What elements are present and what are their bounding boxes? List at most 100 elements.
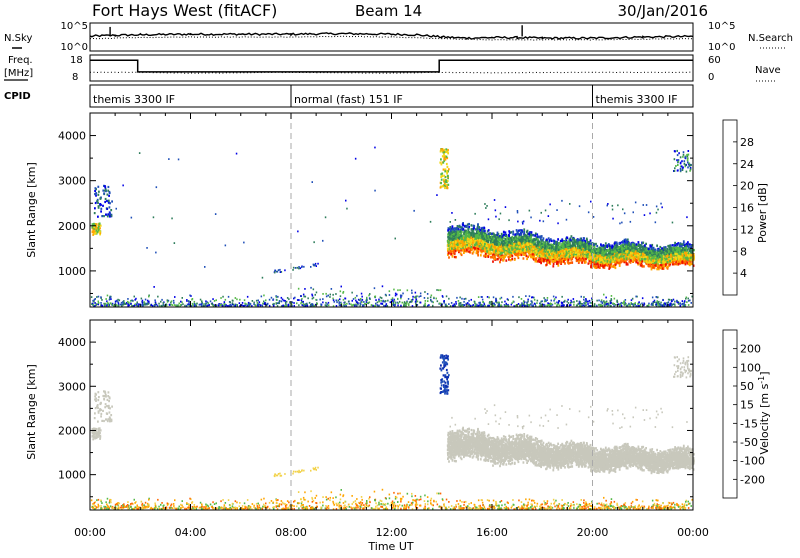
power-cell-1291 [201, 301, 203, 303]
power-cell-1160 [93, 304, 95, 306]
power-cell-615 [175, 305, 177, 307]
date-label: 30/Jan/2016 [618, 2, 709, 20]
power-cell-375 [298, 304, 300, 306]
power-cell-649 [666, 302, 668, 304]
power-cell-1453 [131, 217, 133, 219]
power-cell-895 [293, 302, 295, 304]
power-cell-940 [442, 295, 444, 297]
power-cell-862 [508, 305, 510, 307]
power-cell-114 [98, 296, 100, 298]
power-cell-996 [244, 303, 246, 305]
power-cell-4850 [630, 243, 632, 245]
power-cell-4066 [501, 233, 503, 235]
power-cell-997 [534, 303, 536, 305]
power-cell-1391 [109, 206, 111, 208]
power-cell-1572 [444, 187, 446, 189]
power-cell-1454 [225, 245, 227, 247]
power-cell-708 [298, 288, 300, 290]
power-cell-685 [513, 301, 515, 303]
power-cell-1057 [255, 305, 256, 307]
power-cell-1041 [380, 297, 382, 299]
power-cell-1063 [628, 303, 630, 305]
power-cell-1239 [292, 301, 294, 303]
power-cell-218 [414, 296, 416, 298]
power-cell-347 [536, 302, 538, 304]
power-cell-345 [312, 298, 314, 300]
power-cell-974 [288, 304, 290, 306]
power-cell-930 [201, 303, 203, 305]
power-cell-1197 [289, 302, 291, 304]
power-cell-1214 [463, 304, 465, 306]
power-cell-638 [567, 299, 569, 301]
power-cell-1459 [312, 181, 314, 183]
power-cell-803 [656, 296, 658, 298]
power-cell-1436 [153, 286, 155, 288]
power-cell-1138 [118, 305, 120, 307]
power-cell-667 [561, 296, 563, 298]
power-cell-1036 [399, 289, 401, 291]
power-cell-480 [603, 300, 605, 302]
power-cell-1009 [600, 304, 602, 306]
power-cell-1177 [484, 304, 486, 306]
power-cell-1010 [110, 298, 112, 300]
power-cell-1037 [182, 303, 184, 305]
power-cell-1089 [603, 294, 605, 296]
power-cell-1472 [298, 268, 300, 270]
power-cell-269 [353, 298, 355, 300]
station-title: Fort Hays West (fitACF) [92, 1, 277, 20]
power-cell-511 [418, 296, 420, 298]
power-cell-1273 [480, 304, 482, 306]
power-cell-235 [117, 299, 119, 301]
power-cell-547 [322, 302, 324, 304]
power-cell-1426 [94, 212, 96, 214]
power-cell-1551 [446, 186, 448, 188]
power-cell-469 [307, 297, 309, 299]
power-cell-1236 [511, 304, 512, 306]
power-cell-440 [127, 298, 129, 300]
power-cell-4148 [473, 225, 475, 227]
power-cell-299 [643, 303, 645, 305]
power-cell-459 [244, 299, 246, 301]
power-cell-624 [463, 301, 465, 303]
power-cell-1152 [138, 303, 140, 305]
power-cell-1094 [458, 300, 460, 302]
power-cell-1270 [526, 302, 528, 304]
power-cell-1374 [106, 200, 108, 202]
power-cell-1155 [521, 302, 523, 304]
power-cell-1186 [382, 285, 384, 287]
power-cell-3669 [606, 245, 608, 247]
power-cell-1102 [558, 300, 560, 302]
power-cell-1360 [100, 210, 102, 212]
power-cell-790 [527, 299, 529, 301]
power-cell-645 [622, 302, 624, 304]
power-cell-1362 [108, 186, 110, 188]
power-cell-1348 [99, 230, 101, 232]
power-cell-3510 [471, 224, 473, 226]
power-cell-1490 [314, 264, 316, 266]
noise-right-bottom-tick: 10^0 [708, 42, 735, 53]
power-cell-1424 [100, 208, 102, 210]
power-cell-127 [91, 296, 93, 298]
power-cell-1413 [105, 189, 107, 191]
freq-left-top-tick: 18 [70, 55, 83, 66]
power-cell-1125 [605, 301, 607, 303]
power-cell-1292 [624, 304, 626, 306]
power-cell-1087 [393, 303, 395, 305]
power-cell-772 [670, 305, 672, 307]
power-cell-882 [161, 299, 163, 301]
power-cell-399 [374, 287, 376, 289]
cpid-label: CPID [4, 91, 31, 102]
power-cell-1354 [94, 233, 96, 235]
power-cell-1404 [94, 193, 96, 195]
power-cell-509 [662, 299, 664, 301]
power-cell-1072 [178, 305, 180, 307]
power-cell-188 [553, 296, 555, 298]
power-cell-1025 [301, 298, 303, 300]
power-cell-747 [123, 304, 125, 306]
power-cell-1129 [581, 305, 583, 307]
power-cell-833 [398, 302, 400, 304]
power-cell-1069 [658, 304, 660, 306]
power-cell-3686 [511, 258, 513, 260]
power-cell-1012 [220, 297, 222, 299]
